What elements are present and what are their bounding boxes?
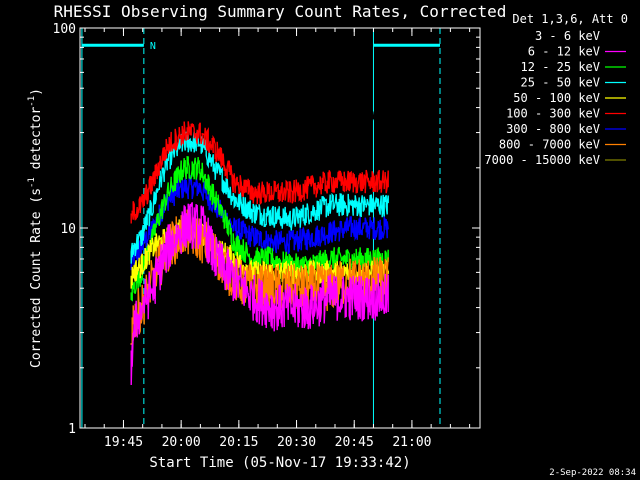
y-axis-label: Corrected Count Rate (s-1 detector-1) bbox=[27, 88, 44, 368]
legend-entry-label: 50 - 100 keV bbox=[513, 91, 600, 105]
y-axis-label-sup1: -1 bbox=[27, 177, 37, 188]
y-axis-label-main: Corrected Count Rate (s bbox=[29, 188, 44, 368]
series-line bbox=[130, 175, 389, 271]
y-axis: 1 10 100 bbox=[53, 22, 480, 437]
x-tick-label: 20:00 bbox=[162, 435, 201, 450]
x-tick-label: 21:00 bbox=[392, 435, 431, 450]
x-tick-label: 20:45 bbox=[335, 435, 374, 450]
legend-entry-label: 3 - 6 keV bbox=[535, 29, 600, 43]
y-tick-label: 1 bbox=[68, 422, 76, 437]
x-tick-label: 20:30 bbox=[277, 435, 316, 450]
timestamp: 2-Sep-2022 08:34 bbox=[549, 468, 636, 478]
y-axis-label-end: ) bbox=[29, 88, 44, 96]
legend-entry-label: 6 - 12 keV bbox=[528, 45, 600, 59]
x-tick-label: 19:45 bbox=[104, 435, 143, 450]
y-axis-label-sup2: -1 bbox=[27, 96, 37, 107]
legend-entry-label: 7000 - 15000 keV bbox=[484, 153, 600, 167]
series-group bbox=[130, 104, 389, 386]
y-tick-label: 100 bbox=[53, 22, 76, 37]
chart-title: RHESSI Observing Summary Count Rates, Co… bbox=[54, 2, 507, 21]
legend-entry-label: 12 - 25 keV bbox=[521, 60, 600, 74]
series-line bbox=[130, 121, 389, 224]
series-line bbox=[130, 155, 389, 302]
x-axis: 19:45 20:00 20:15 20:30 20:45 21:00 bbox=[84, 28, 471, 450]
x-axis-label: Start Time (05-Nov-17 19:33:42) bbox=[149, 455, 410, 471]
legend-header: Det 1,3,6, Att 0 bbox=[512, 12, 628, 26]
x-tick-label: 20:15 bbox=[219, 435, 258, 450]
night-bars: N bbox=[81, 41, 440, 52]
legend-entry-label: 100 - 300 keV bbox=[506, 107, 600, 121]
legend-entry-label: 800 - 7000 keV bbox=[499, 138, 600, 152]
series-line bbox=[130, 202, 389, 386]
legend-entry-label: 25 - 50 keV bbox=[521, 76, 600, 90]
y-tick-label: 10 bbox=[60, 222, 76, 237]
series-line bbox=[130, 104, 389, 154]
night-bar-label: N bbox=[150, 41, 156, 52]
y-axis-label-mid: detector bbox=[29, 107, 44, 178]
series-line bbox=[130, 130, 389, 264]
legend-entry-label: 300 - 800 keV bbox=[506, 122, 600, 136]
